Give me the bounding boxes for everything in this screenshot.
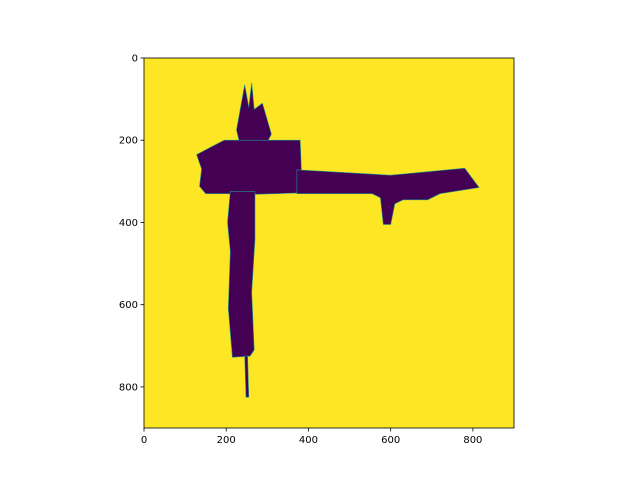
x-tick-label: 400	[299, 435, 318, 446]
y-tick-label: 400	[119, 218, 138, 229]
region-right-arm	[296, 167, 480, 225]
y-tick-label: 600	[119, 300, 138, 311]
x-axis: 0 200 400 600 800	[141, 428, 482, 446]
plot-frame	[143, 57, 515, 429]
x-tick-label: 800	[463, 435, 482, 446]
plot-background	[144, 58, 514, 428]
x-tick-label: 0	[141, 435, 147, 446]
x-tick-label: 600	[381, 435, 400, 446]
y-tick-label: 0	[132, 54, 138, 65]
region-upper-bar	[196, 139, 303, 195]
x-tick-label: 200	[217, 435, 236, 446]
y-tick-label: 200	[119, 136, 138, 147]
region-bottom-spike	[244, 355, 250, 398]
y-tick-label: 800	[119, 382, 138, 393]
image-regions	[196, 82, 480, 398]
region-vertical-column	[227, 191, 256, 358]
y-axis: 0 200 400 600 800	[119, 54, 144, 393]
